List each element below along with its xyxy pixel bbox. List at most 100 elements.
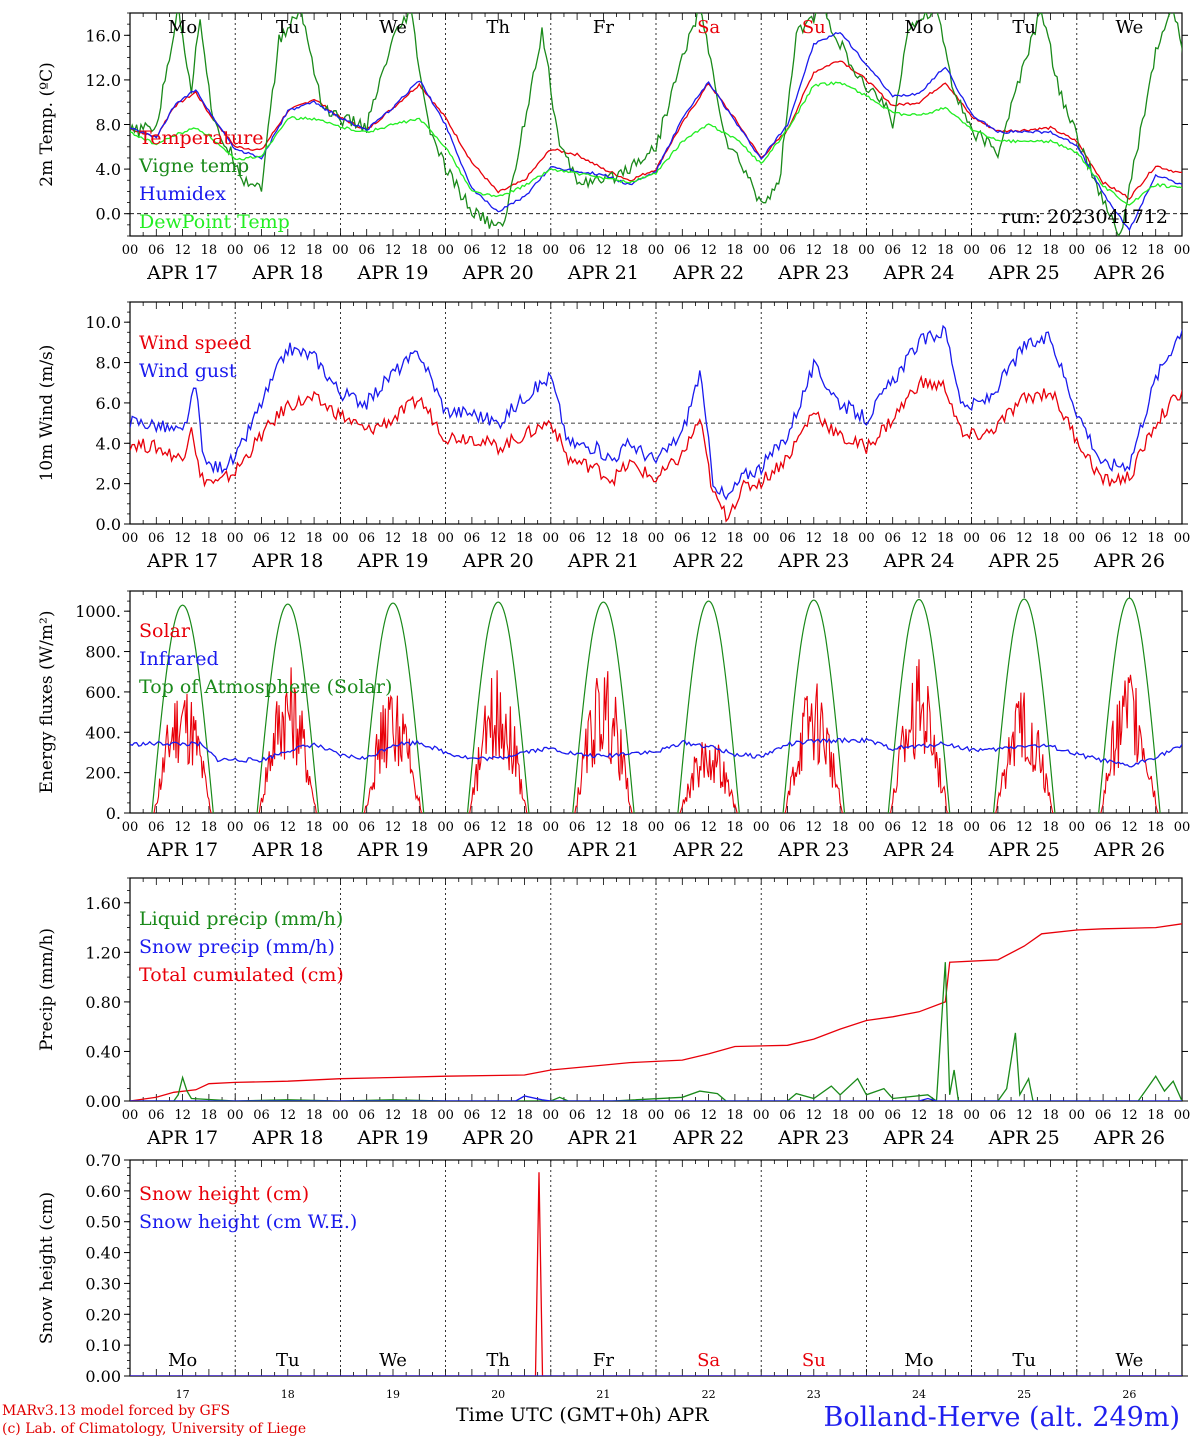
- hour-label: 18: [1147, 1108, 1164, 1123]
- hour-label: 18: [937, 243, 954, 258]
- y-axis-label: 2m Temp. (ºC): [37, 62, 57, 187]
- hour-label: 12: [174, 1108, 191, 1123]
- hour-label: 12: [280, 820, 297, 835]
- hour-label: 12: [911, 531, 928, 546]
- hour-label: 12: [174, 243, 191, 258]
- hour-label: 18: [1042, 531, 1059, 546]
- hour-label: 12: [490, 243, 507, 258]
- hour-label: 00: [858, 243, 875, 258]
- hour-label: 12: [1121, 820, 1138, 835]
- day-number-label: 21: [596, 1388, 610, 1401]
- legend-entry: Liquid precip (mm/h): [139, 908, 343, 930]
- legend-entry: Infrared: [139, 648, 219, 670]
- hour-label: 12: [490, 820, 507, 835]
- series-line-snow-precip-mm-h-: [130, 1095, 1182, 1101]
- hour-label: 00: [1069, 1108, 1086, 1123]
- hour-label: 06: [569, 531, 586, 546]
- y-tick-label: 12.0: [85, 71, 121, 90]
- series-line-vigne-temp: [130, 13, 1182, 236]
- hour-label: 00: [543, 820, 560, 835]
- date-label: APR 22: [672, 550, 744, 572]
- hour-label: 00: [332, 1108, 349, 1123]
- hour-label: 18: [937, 531, 954, 546]
- hour-label: 12: [1016, 820, 1033, 835]
- hour-label: 12: [700, 1108, 717, 1123]
- hour-label: 18: [1042, 820, 1059, 835]
- hour-label: 00: [543, 531, 560, 546]
- day-number-label: 20: [491, 1388, 505, 1401]
- date-label: APR 24: [882, 550, 954, 572]
- hour-label: 18: [727, 1108, 744, 1123]
- hour-label: 06: [779, 531, 796, 546]
- series-line-snow-height-cm-: [130, 1172, 1182, 1376]
- date-label: APR 17: [146, 550, 218, 572]
- hour-label: 06: [1095, 531, 1112, 546]
- y-tick-label: 0.60: [85, 1182, 121, 1201]
- y-axis-label: Precip (mm/h): [37, 928, 57, 1051]
- hour-label: 06: [1095, 820, 1112, 835]
- hour-label: 18: [727, 820, 744, 835]
- y-tick-label: 0.40: [85, 1042, 121, 1061]
- hour-label: 06: [674, 531, 691, 546]
- panel-snow: 0.00 0.10 0.20 0.30 0.40 0.50 0.60 0.70 Snow hei…: [37, 1151, 1188, 1401]
- hour-label: 00: [332, 531, 349, 546]
- y-tick-label: 1000.: [75, 602, 121, 621]
- station-label: Bolland-Herve (alt. 249m): [823, 1402, 1180, 1433]
- date-label: APR 19: [356, 262, 428, 284]
- hour-label: 00: [437, 1108, 454, 1123]
- hour-label: 12: [1016, 243, 1033, 258]
- y-tick-label: 0.00: [85, 1367, 121, 1386]
- hour-label: 12: [700, 820, 717, 835]
- weekday-label: Fr: [593, 17, 614, 38]
- y-tick-label: 0.00: [85, 1092, 121, 1111]
- weekday-label: Tu: [276, 17, 300, 38]
- hour-label: 18: [1042, 243, 1059, 258]
- y-tick-label: 800.: [85, 643, 121, 662]
- weekday-label: Sa: [697, 1350, 720, 1371]
- hour-label: 18: [411, 820, 428, 835]
- hour-label: 18: [621, 1108, 638, 1123]
- y-tick-label: 0.50: [85, 1213, 121, 1232]
- panel-temp: 0.0 4.0 8.0 12.0 16.0 2m Temp. (ºC) Temperatur…: [37, 12, 1190, 284]
- hour-label: 12: [806, 243, 823, 258]
- hour-label: 18: [516, 820, 533, 835]
- weekday-label: Tu: [276, 1350, 300, 1371]
- hour-label: 12: [911, 243, 928, 258]
- hour-label: 12: [490, 1108, 507, 1123]
- hour-label: 18: [306, 820, 323, 835]
- hour-label: 12: [700, 531, 717, 546]
- hour-label: 18: [727, 243, 744, 258]
- hour-label: 18: [1147, 820, 1164, 835]
- hour-label: 12: [174, 531, 191, 546]
- hour-label: 06: [990, 243, 1007, 258]
- y-tick-label: 0.0: [96, 515, 121, 534]
- hour-label: 06: [779, 243, 796, 258]
- date-label: APR 26: [1093, 262, 1165, 284]
- y-axis-label: Energy fluxes (W/m²): [37, 611, 57, 794]
- legend-entry: Snow precip (mm/h): [139, 936, 335, 958]
- y-tick-label: 200.: [85, 764, 121, 783]
- hour-label: 00: [227, 1108, 244, 1123]
- series-group: [130, 324, 1182, 523]
- date-label: APR 21: [567, 1127, 639, 1149]
- date-label: APR 26: [1093, 550, 1165, 572]
- hour-label: 00: [122, 1108, 139, 1123]
- date-label: APR 22: [672, 262, 744, 284]
- hour-label: 18: [306, 243, 323, 258]
- date-label: APR 19: [356, 550, 428, 572]
- hour-label: 12: [806, 531, 823, 546]
- hour-label: 12: [806, 1108, 823, 1123]
- hour-label: 00: [543, 243, 560, 258]
- hour-label: 12: [385, 820, 402, 835]
- hour-label: 06: [990, 531, 1007, 546]
- hour-label: 06: [464, 820, 481, 835]
- hour-label: 06: [990, 1108, 1007, 1123]
- hour-label: 12: [911, 820, 928, 835]
- date-label: APR 25: [988, 262, 1060, 284]
- y-tick-label: 0.20: [85, 1305, 121, 1324]
- hour-label: 06: [148, 243, 165, 258]
- hour-label: 00: [122, 531, 139, 546]
- hour-label: 06: [358, 531, 375, 546]
- hour-label: 12: [280, 531, 297, 546]
